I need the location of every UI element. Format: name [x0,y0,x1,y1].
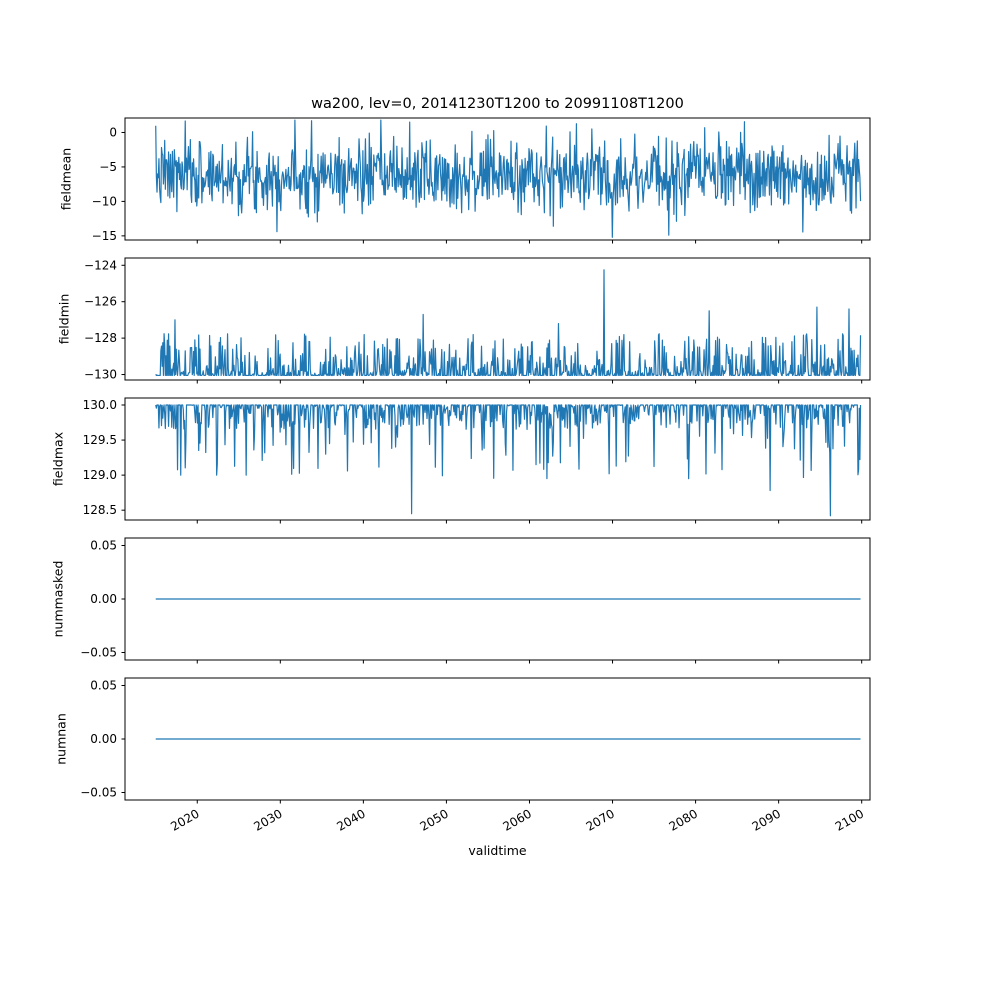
x-tick-label: 2060 [501,806,534,833]
x-tick-label: 2100 [833,806,866,833]
y-tick-label: −124 [84,258,117,272]
ylabel-nummasked: nummasked [50,560,66,638]
subplot-fieldmin: −124−126−128−130202020302040205020602070… [67,244,888,414]
y-tick-label: −0.05 [80,786,117,800]
y-tick-label: −15 [92,229,117,243]
subplot-nummasked: 0.050.00−0.05202020302040205020602070208… [67,524,888,694]
y-tick-label: −5 [99,160,117,174]
y-tick-label: 0.05 [90,678,117,692]
axes-frame [124,117,871,241]
y-tick-label: 130.0 [83,398,117,412]
axes-frame [124,397,871,521]
y-tick-label: 0 [109,125,117,139]
x-tick-label: 2070 [584,806,617,833]
x-tick-label: 2050 [417,806,450,833]
ylabel-fieldmax: fieldmax [50,431,66,487]
y-tick-label: 128.5 [83,503,117,517]
y-tick-label: −0.05 [80,646,117,660]
y-tick-label: 0.00 [90,592,117,606]
line-fieldmean [155,119,862,238]
y-tick-label: 129.5 [83,433,117,447]
y-tick-label: −126 [84,295,117,309]
line-fieldmin [155,269,862,377]
x-tick-label: 2080 [667,806,700,833]
ylabel-numnan: numnan [53,713,69,765]
y-tick-label: −10 [92,194,117,208]
y-tick-label: 0.05 [90,538,117,552]
y-tick-label: −130 [84,368,117,382]
subplot-numnan: 0.05 0.00 −0.05 2020 2030 2040 2050 2060 2070 208… [67,664,888,834]
x-tick-label: 2040 [334,806,367,833]
axes-frame [124,257,871,381]
ylabel-fieldmean: fieldmean [58,147,74,211]
y-tick-label: 0.00 [90,732,117,746]
xaxis-label: validtime [468,843,527,858]
x-tick-label: 2090 [750,806,783,833]
ylabel-fieldmin: fieldmin [56,293,72,345]
y-tick-label: 129.0 [83,468,117,482]
x-tick-label: 2030 [251,806,284,833]
line-fieldmax [155,404,862,517]
figure-title: wa200, lev=0, 20141230T1200 to 20991108T… [311,96,684,112]
x-tick-label: 2020 [168,806,201,833]
y-tick-label: −128 [84,331,117,345]
